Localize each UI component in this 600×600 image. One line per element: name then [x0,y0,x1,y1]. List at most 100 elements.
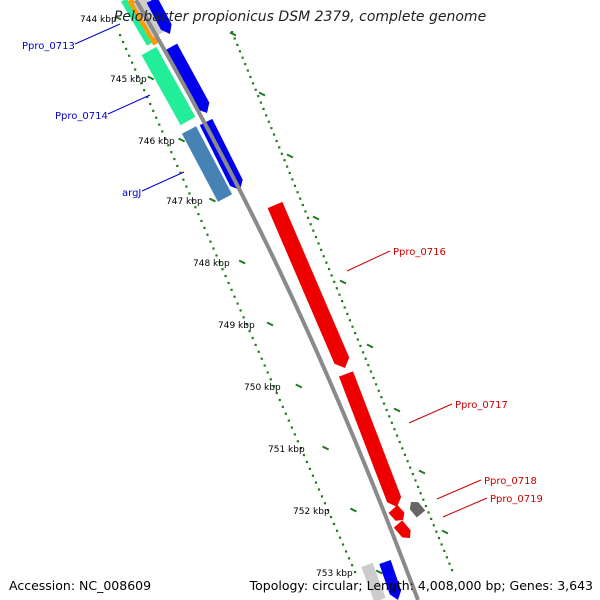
gene-feature-blue [379,560,402,600]
inner-tick-dot [125,47,128,50]
gene-label-ppro-0717: Ppro_0717 [455,400,508,411]
gene-label-ppro-0716: Ppro_0716 [393,247,446,258]
outer-tick-dot [414,479,417,482]
outer-tick-dot [367,364,370,367]
gene-feature-argj [181,126,233,202]
tick-label-752-kbp: 752 kbp [293,507,330,517]
gene-feature-orange [127,0,159,46]
inner-tick-dot [143,89,146,92]
outer-tick-dot [416,485,420,488]
outer-tick-dot [251,82,255,85]
inner-tick-dot [329,515,333,519]
gene-label-ppro-0719: Ppro_0719 [490,494,543,505]
gene-label-ppro-0713: Ppro_0713 [22,41,75,52]
inner-major-tick [208,197,216,203]
inner-tick-dot [188,192,191,195]
gene-feature-ppro-0719 [409,502,426,518]
outer-tick-dot [406,460,409,463]
outer-tick-dot [286,165,289,168]
outer-tick-dot [338,293,341,296]
inner-major-tick [147,75,155,81]
outer-tick-dot [270,127,273,130]
outer-tick-dot [451,569,454,572]
inner-major-tick [238,259,246,265]
inner-tick-dot [182,178,185,181]
inner-tick-dot [242,316,245,319]
outer-tick-dot [291,178,294,181]
outer-major-tick [312,215,320,221]
outer-tick-dot [393,428,396,431]
tick-label-745-kbp: 745 kbp [110,75,147,85]
outer-tick-dot [246,69,249,72]
outer-tick-dot [309,223,312,226]
inner-tick-dot [155,116,158,119]
inner-tick-dot [191,199,194,202]
backbone [134,0,420,600]
inner-tick-dot [170,151,173,154]
outer-tick-dot [238,50,242,53]
inner-major-tick [178,137,186,143]
outer-major-tick [339,279,347,285]
inner-tick-dot [176,164,179,168]
inner-tick-dot [185,185,188,188]
outer-tick-dot [335,287,338,290]
outer-tick-dot [327,267,331,271]
outer-tick-dot [369,370,373,373]
outer-tick-dot [432,524,435,527]
inner-tick-dot [161,130,164,133]
outer-major-tick [286,153,294,159]
outer-tick-dot [296,191,299,194]
outer-tick-dot [346,312,349,316]
inner-tick-dot [281,405,284,408]
outer-tick-dot [259,101,263,104]
outer-tick-dot [411,472,414,476]
outer-tick-dot [382,402,386,405]
inner-major-tick [322,445,330,451]
inner-tick-dot [296,440,299,443]
inner-tick-dot [179,171,182,174]
outer-major-tick [441,529,449,535]
outer-tick-dot [275,139,278,143]
inner-tick-dot [305,460,308,464]
outer-tick-dot [317,242,320,245]
inner-tick-dot [287,419,290,422]
topology-summary: Topology: circular; Length: 4,008,000 bp… [249,578,593,593]
outer-major-tick [393,407,401,413]
outer-tick-dot [390,421,393,424]
inner-major-tick [266,321,274,327]
inner-tick-dot [233,295,236,298]
outer-tick-dot [422,498,425,501]
outer-tick-dot [437,536,441,540]
outer-tick-dots [229,31,454,572]
outer-tick-dot [377,389,380,392]
outer-tick-dot [233,37,236,40]
tick-label-753-kbp: 753 kbp [316,569,353,579]
tick-label-751-kbp: 751 kbp [268,445,305,455]
outer-tick-dot [293,184,297,187]
inner-tick-dot [254,343,257,347]
inner-major-tick [349,507,357,513]
inner-tick-dot [200,219,203,223]
inner-tick-dot [134,68,137,71]
inner-major-tick [375,569,383,575]
inner-tick-dot [341,543,345,546]
gene-feature-red [393,520,411,539]
outer-tick-dot [359,344,362,348]
gene-feature-ppro-0714 [141,46,196,126]
inner-tick-dot [227,281,230,285]
inner-tick-dot [314,481,318,484]
tick-label-746-kbp: 746 kbp [138,137,175,147]
outer-major-tick [418,469,426,475]
tick-labels: 744 kbp 745 kbp 746 kbp 747 kbp 748 kbp 749 k… [80,15,383,579]
outer-tick-dot [385,408,388,412]
outer-tick-dot [361,351,365,354]
leader-ppro-0718 [436,479,482,500]
inner-tick-dot [167,144,170,147]
inner-tick-dot [146,95,149,99]
inner-tick-dot [230,288,233,291]
outer-tick-dot [448,562,451,565]
outer-tick-dot [306,216,310,219]
inner-tick-dot [224,274,227,278]
outer-tick-dot [419,492,422,495]
outer-tick-dot [380,396,383,399]
